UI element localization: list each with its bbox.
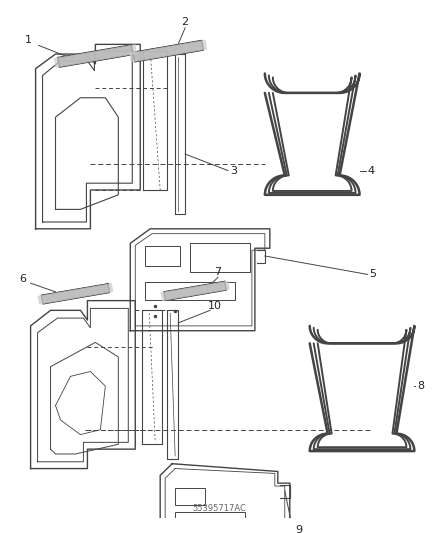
Bar [145, 246, 180, 265]
Text: 8: 8 [417, 381, 424, 391]
Text: 55395717AC: 55395717AC [192, 504, 246, 513]
Polygon shape [41, 284, 110, 304]
Text: 6: 6 [19, 274, 26, 284]
Text: 7: 7 [215, 266, 222, 277]
Text: 2: 2 [181, 17, 189, 27]
Text: 4: 4 [367, 166, 374, 175]
Bar [175, 488, 205, 505]
Bar [190, 244, 250, 272]
Text: 3: 3 [230, 166, 237, 175]
Polygon shape [133, 41, 203, 62]
Text: 1: 1 [25, 35, 32, 45]
Polygon shape [58, 45, 133, 67]
Bar [175, 512, 245, 527]
Text: 9: 9 [295, 524, 302, 533]
Text: 5: 5 [370, 269, 377, 279]
Polygon shape [164, 281, 226, 301]
Text: 10: 10 [208, 302, 222, 311]
Bar [145, 282, 235, 300]
